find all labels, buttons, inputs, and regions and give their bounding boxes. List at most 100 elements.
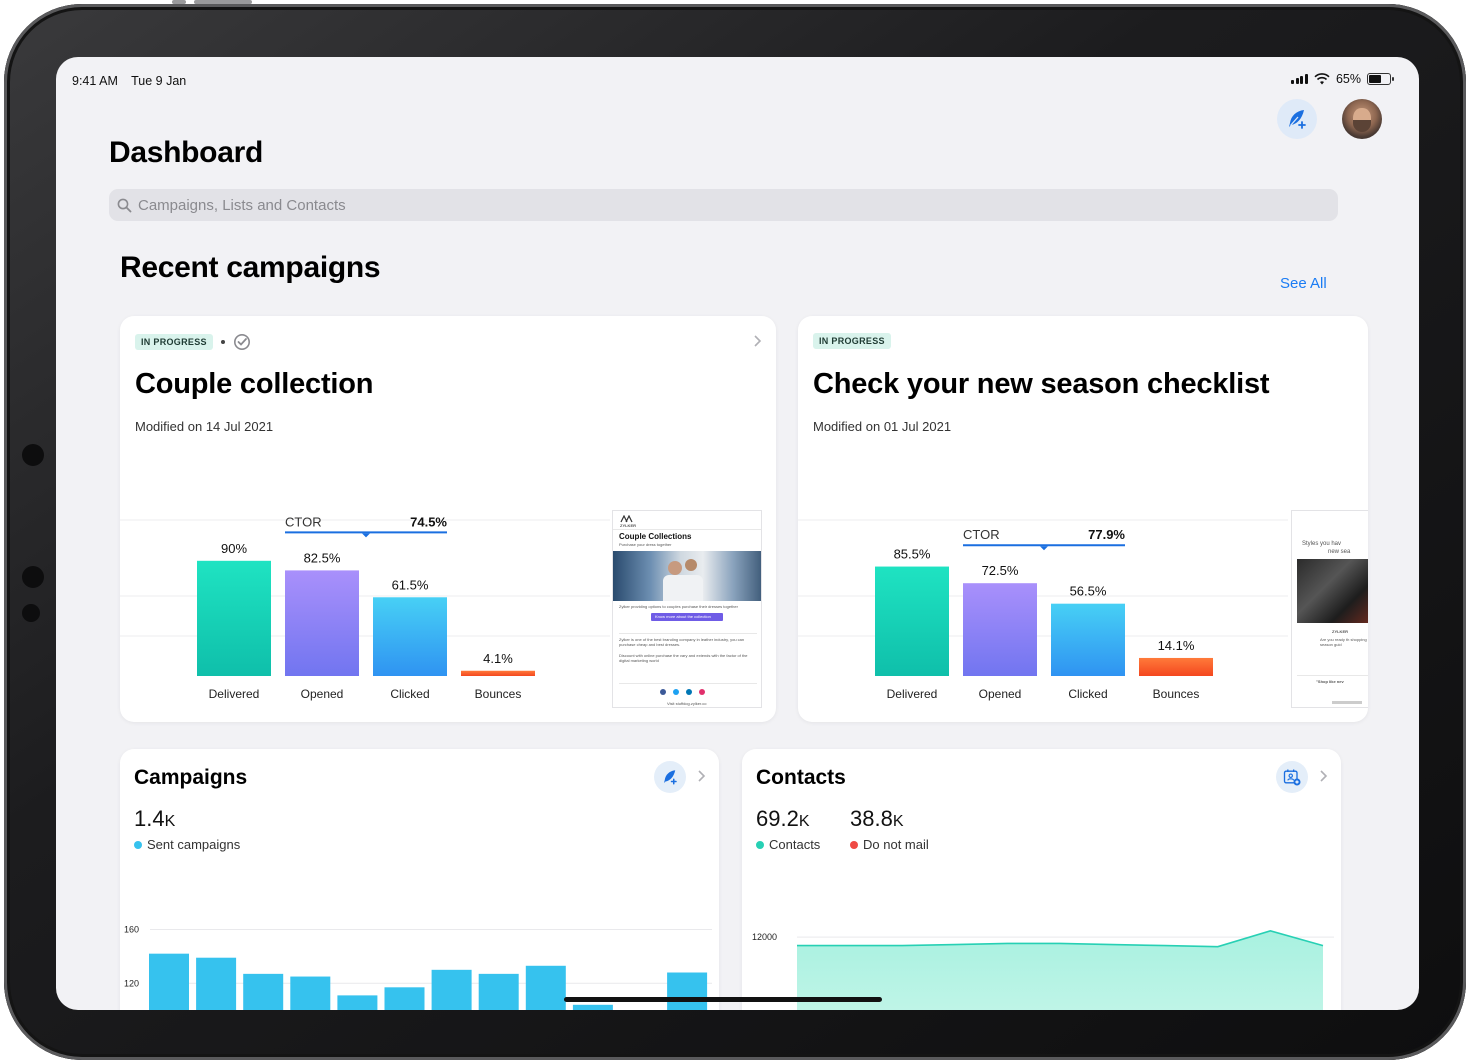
preview-hero-image xyxy=(1297,559,1368,623)
legend-sent: Sent campaigns xyxy=(134,837,240,852)
bar-value-label: 4.1% xyxy=(483,651,513,666)
add-contact-button[interactable] xyxy=(1276,761,1308,793)
bar-opened xyxy=(285,570,359,676)
widget-title: Contacts xyxy=(756,766,846,789)
preview-social-icons xyxy=(660,689,705,695)
modified-date: Modified on 14 Jul 2021 xyxy=(135,419,274,434)
campaign-card[interactable]: IN PROGRESS Couple collection Modified o… xyxy=(120,316,776,722)
bar-value-label: 82.5% xyxy=(304,550,341,565)
campaign-title: Couple collection xyxy=(135,368,374,400)
new-campaign-button[interactable] xyxy=(654,761,686,793)
campaign-bar xyxy=(572,1004,613,1010)
category-label: Bounces xyxy=(475,687,522,701)
status-date: Tue 9 Jan xyxy=(131,74,187,88)
contacts-widget[interactable]: Contacts 69.2K 38.8K Contacts Do not mai… xyxy=(742,749,1341,1010)
new-campaign-button[interactable] xyxy=(1277,99,1317,139)
feather-plus-icon xyxy=(664,770,677,785)
volume-button xyxy=(172,0,186,4)
bar-value-label: 56.5% xyxy=(1070,584,1107,599)
camera-dot xyxy=(22,566,44,588)
campaign-bar xyxy=(290,976,331,1010)
preview-heading: Couple Collections xyxy=(619,532,692,541)
ctor-pointer xyxy=(362,533,370,538)
email-preview-thumbnail[interactable]: ZYLKER Couple Collections Purchase your … xyxy=(612,510,762,708)
search-icon xyxy=(117,198,132,212)
bar-opened xyxy=(963,583,1037,676)
status-time: 9:41 AM xyxy=(72,74,118,88)
preview-quote: "Shop like nev xyxy=(1316,679,1344,684)
home-indicator xyxy=(564,997,882,1002)
bar-value-label: 85.5% xyxy=(894,547,931,562)
see-all-link[interactable]: See All xyxy=(1280,275,1327,292)
ctor-pointer xyxy=(1040,546,1048,551)
battery-icon xyxy=(1367,73,1394,85)
contacts-stat: 69.2K xyxy=(756,806,810,831)
preview-body: Zylker providing options to couples purc… xyxy=(619,604,738,609)
separator-dot xyxy=(220,340,225,344)
preview-body: Are you ready th shopping season guid xyxy=(1320,637,1367,647)
check-circle-icon xyxy=(233,334,250,350)
page-title: Dashboard xyxy=(109,136,263,169)
campaign-bar xyxy=(196,957,237,1010)
category-label: Opened xyxy=(979,687,1022,701)
preview-footer: Visit stuffdog.zylker.co xyxy=(667,701,707,706)
preview-paragraph: Discount with online purchase the vary a… xyxy=(619,653,748,663)
search-input[interactable] xyxy=(138,196,1238,214)
category-label: Clicked xyxy=(390,687,429,701)
preview-cta: Know more about the collection xyxy=(655,614,711,619)
preview-brand: ZYLKER xyxy=(1332,629,1348,634)
email-preview-thumbnail[interactable]: Styles you hav new sea ZYLKER Are you re… xyxy=(1291,510,1368,708)
camera-dot xyxy=(22,604,40,622)
bar-delivered xyxy=(197,560,271,676)
recent-campaigns-title: Recent campaigns xyxy=(120,251,381,284)
chevron-right-icon[interactable] xyxy=(696,769,706,783)
status-badge: IN PROGRESS xyxy=(135,334,213,350)
bar-value-label: 90% xyxy=(221,541,247,556)
ctor-value: 74.5% xyxy=(410,514,447,529)
legend-dot xyxy=(756,840,764,849)
search-bar[interactable] xyxy=(109,189,1338,221)
legend-dot xyxy=(850,840,858,849)
preview-hero-image xyxy=(613,551,761,601)
campaign-bar xyxy=(525,965,566,1010)
campaign-bar xyxy=(337,995,378,1010)
battery-percent: 65% xyxy=(1335,72,1361,86)
chevron-right-icon[interactable] xyxy=(752,334,762,348)
campaign-bar xyxy=(243,973,284,1010)
campaign-stats-chart: 85.5% Delivered 72.5% Opened 56.5% Clicked 14.… xyxy=(798,519,1288,701)
avatar[interactable] xyxy=(1342,99,1382,139)
y-tick-label: 160 xyxy=(124,924,139,934)
line-contacts xyxy=(797,929,1324,948)
campaign-bar xyxy=(667,972,708,1010)
status-badge: IN PROGRESS xyxy=(813,333,891,349)
campaign-bar xyxy=(478,973,519,1010)
app-screen: 9:41 AM Tue 9 Jan 65% Dashboard xyxy=(56,57,1419,1010)
do-not-mail-stat: 38.8K xyxy=(850,806,904,831)
ctor-label: CTOR xyxy=(285,514,322,529)
preview-paragraph: Zylker is one of the best branding compa… xyxy=(619,637,745,647)
campaign-bar xyxy=(431,969,472,1010)
widget-title: Campaigns xyxy=(134,766,248,789)
volume-button xyxy=(194,0,252,4)
y-tick-label: 120 xyxy=(124,978,139,988)
chevron-right-icon[interactable] xyxy=(1318,769,1328,783)
y-tick-label: 12000 xyxy=(752,932,777,942)
campaign-stats-chart: 90% Delivered 82.5% Opened 61.5% Clicked 4.1% B… xyxy=(120,514,610,701)
feather-plus-icon xyxy=(1289,110,1306,129)
status-bar: 9:41 AM Tue 9 Jan 65% xyxy=(56,57,1419,101)
campaign-card[interactable]: IN PROGRESS Check your new season checkl… xyxy=(798,316,1368,722)
campaigns-widget[interactable]: Campaigns 1.4K Sent campaigns 80120160 xyxy=(120,749,719,1010)
zylker-logo-icon xyxy=(620,515,633,523)
legend-dot xyxy=(134,840,142,849)
bar-value-label: 14.1% xyxy=(1158,638,1195,653)
contact-card-add-icon xyxy=(1283,769,1301,786)
contacts-area-chart: 800012000 xyxy=(752,929,1334,1010)
bar-bounces xyxy=(461,670,535,676)
ctor-label: CTOR xyxy=(963,527,1000,542)
bar-delivered xyxy=(875,566,949,676)
campaign-bar xyxy=(384,987,425,1010)
bar-clicked xyxy=(1051,603,1125,676)
legend-do-not-mail: Do not mail xyxy=(850,837,929,852)
category-label: Bounces xyxy=(1153,687,1200,701)
campaign-title: Check your new season checklist xyxy=(813,368,1270,400)
